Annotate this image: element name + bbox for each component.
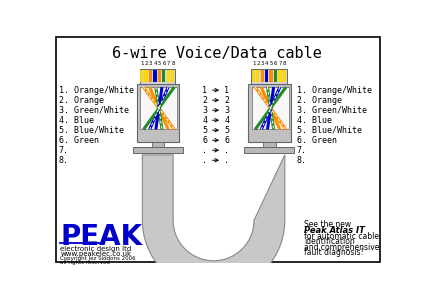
Text: 3: 3 — [202, 106, 207, 115]
Text: 8.: 8. — [297, 156, 307, 165]
Text: 2: 2 — [144, 61, 148, 66]
Text: 5: 5 — [202, 126, 207, 135]
Text: .: . — [224, 156, 230, 165]
Bar — [136, 84, 179, 142]
Text: Copyright Jez Siddons 2006: Copyright Jez Siddons 2006 — [60, 256, 136, 261]
Text: 1: 1 — [224, 86, 230, 95]
Bar — [167, 70, 170, 82]
Polygon shape — [142, 155, 285, 292]
Text: identification: identification — [304, 237, 355, 246]
Bar — [274, 70, 277, 82]
Text: See the new: See the new — [304, 220, 351, 229]
Text: 8: 8 — [283, 61, 286, 66]
Text: 3: 3 — [261, 61, 264, 66]
Text: 5. Blue/White: 5. Blue/White — [59, 126, 124, 135]
Text: 8: 8 — [171, 61, 175, 66]
Bar — [251, 69, 287, 84]
Bar — [244, 147, 295, 153]
Bar — [140, 87, 177, 129]
Bar — [162, 70, 165, 82]
Text: 7: 7 — [167, 61, 170, 66]
Bar — [149, 70, 152, 82]
Text: 3. Green/White: 3. Green/White — [297, 106, 367, 115]
Bar — [152, 142, 164, 149]
Bar — [278, 70, 281, 82]
Text: 6-wire Voice/Data cable: 6-wire Voice/Data cable — [113, 46, 323, 61]
Bar — [283, 70, 286, 82]
Text: fault diagnosis!: fault diagnosis! — [304, 248, 364, 257]
Text: 2: 2 — [224, 96, 230, 105]
Bar — [171, 70, 174, 82]
Text: 1. Orange/White: 1. Orange/White — [297, 86, 372, 94]
Text: 3: 3 — [224, 106, 230, 115]
Bar — [269, 70, 273, 82]
Bar — [252, 87, 289, 129]
Text: electronic design ltd: electronic design ltd — [60, 246, 132, 252]
Bar — [158, 70, 161, 82]
Bar — [133, 147, 183, 153]
Text: 6. Green: 6. Green — [297, 136, 337, 145]
Text: 4: 4 — [202, 116, 207, 125]
Text: all rights reserved: all rights reserved — [60, 260, 110, 265]
Text: www.peakelec.co.uk: www.peakelec.co.uk — [60, 251, 131, 257]
Text: 1. Orange/White: 1. Orange/White — [59, 86, 134, 94]
Text: 2. Orange: 2. Orange — [297, 96, 342, 104]
Bar — [153, 70, 156, 82]
Text: 5: 5 — [224, 126, 230, 135]
Bar — [252, 70, 255, 82]
Text: for automatic cable: for automatic cable — [304, 232, 380, 241]
Text: 6: 6 — [274, 61, 277, 66]
Bar — [265, 70, 268, 82]
Text: .: . — [202, 156, 207, 165]
Text: 4: 4 — [265, 61, 269, 66]
Text: .: . — [202, 146, 207, 155]
Bar — [248, 84, 291, 142]
Text: 6. Green: 6. Green — [59, 136, 99, 145]
Text: 1: 1 — [202, 86, 207, 95]
Text: 8.: 8. — [59, 156, 69, 165]
Text: 2. Orange: 2. Orange — [59, 96, 104, 104]
Text: 4. Blue: 4. Blue — [297, 116, 332, 125]
Text: and comprehensive: and comprehensive — [304, 243, 380, 252]
Bar — [261, 70, 264, 82]
Bar — [144, 70, 148, 82]
Text: 5. Blue/White: 5. Blue/White — [297, 126, 362, 135]
Text: 4: 4 — [153, 61, 157, 66]
Text: 4. Blue: 4. Blue — [59, 116, 94, 125]
Text: 7.: 7. — [59, 146, 69, 155]
Text: 3. Green/White: 3. Green/White — [59, 106, 129, 115]
Bar — [140, 70, 143, 82]
Text: 5: 5 — [158, 61, 161, 66]
Text: 6: 6 — [162, 61, 166, 66]
Text: 2: 2 — [202, 96, 207, 105]
Bar — [140, 69, 175, 84]
Text: 7: 7 — [278, 61, 282, 66]
Text: 3: 3 — [149, 61, 152, 66]
Text: 1: 1 — [252, 61, 255, 66]
Text: PEAK: PEAK — [60, 223, 142, 251]
Text: Peak Atlas IT: Peak Atlas IT — [304, 226, 366, 235]
Text: .: . — [224, 146, 230, 155]
Text: 5: 5 — [269, 61, 273, 66]
Bar — [263, 142, 275, 149]
Text: 4: 4 — [224, 116, 230, 125]
Text: 6: 6 — [224, 136, 230, 145]
Text: 6: 6 — [202, 136, 207, 145]
Text: 7.: 7. — [297, 146, 307, 155]
Bar — [256, 70, 259, 82]
Text: 2: 2 — [256, 61, 260, 66]
Text: 1: 1 — [140, 61, 144, 66]
